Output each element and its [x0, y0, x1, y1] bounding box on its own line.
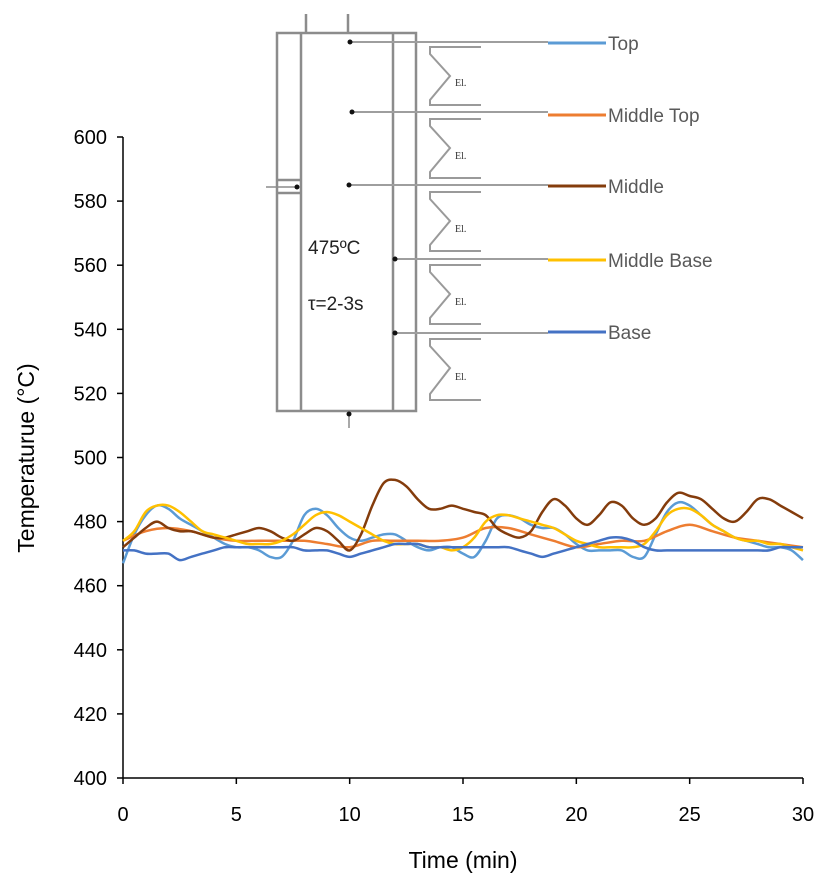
x-tick-label-15: 15 — [452, 804, 474, 826]
sensor-points — [294, 39, 398, 417]
axes: 400 420 440 460 480 500 520 540 560 580 600 0 5 10 15… — [13, 127, 814, 873]
y-tick-label-540: 540 — [74, 319, 107, 341]
element-label-1: El. — [455, 78, 466, 89]
legend-label-middle: Middle — [608, 177, 664, 198]
legend-label-base: Base — [608, 323, 651, 344]
heating-elements — [429, 46, 481, 401]
sensor-lines — [349, 41, 548, 334]
y-tick-label-520: 520 — [74, 383, 107, 405]
element-label-5: El. — [455, 372, 466, 383]
y-tick-label-440: 440 — [74, 640, 107, 662]
y-tick-label-400: 400 — [74, 768, 107, 790]
series-line-top — [121, 500, 804, 564]
heating-element-2 — [429, 118, 481, 179]
sensor-point-middle-top — [349, 109, 355, 115]
element-label-2: El. — [455, 151, 466, 162]
x-tick-label-25: 25 — [679, 804, 701, 826]
sensor-point-side — [294, 184, 300, 190]
y-axis-title: Temperaturue (°C) — [13, 363, 39, 552]
x-tick-label-20: 20 — [565, 804, 587, 826]
legend-label-middle-base: Middle Base — [608, 251, 713, 272]
series-lines — [121, 478, 804, 564]
x-tick-label-30: 30 — [792, 804, 814, 826]
y-tick-label-480: 480 — [74, 512, 107, 534]
legend-label-middle-top: Middle Top — [608, 106, 700, 127]
series-line-base — [122, 535, 804, 562]
sensor-point-bottom — [346, 411, 352, 417]
sensor-point-top — [347, 39, 353, 45]
x-axis-title: Time (min) — [408, 847, 517, 873]
heating-element-1 — [429, 46, 481, 106]
reactor-diagram: El. El. El. El. El. 475ºC τ=2-3s — [266, 14, 548, 428]
reactor-outer-wall — [275, 31, 418, 413]
reactor-temperature-label: 475ºC — [308, 238, 360, 259]
y-ticks: 400 420 440 460 480 500 520 540 560 580 600 — [74, 127, 123, 790]
y-tick-label-460: 460 — [74, 576, 107, 598]
y-tick-label-420: 420 — [74, 704, 107, 726]
y-tick-label-560: 560 — [74, 255, 107, 277]
heating-element-5 — [429, 338, 481, 401]
x-tick-label-5: 5 — [231, 804, 242, 826]
sensor-point-middle — [346, 182, 352, 188]
legend: Top Middle Top Middle Middle Base Base — [548, 34, 713, 344]
x-tick-label-0: 0 — [117, 804, 128, 826]
y-tick-label-500: 500 — [74, 448, 107, 470]
legend-label-top: Top — [608, 34, 639, 55]
sensor-point-base — [392, 330, 398, 336]
y-tick-label-580: 580 — [74, 191, 107, 213]
x-ticks: 0 5 10 15 20 25 30 — [117, 778, 814, 826]
y-tick-label-600: 600 — [74, 127, 107, 149]
element-label-4: El. — [455, 297, 466, 308]
heating-element-4 — [429, 264, 481, 325]
heating-element-3 — [429, 191, 481, 252]
residence-time-label: τ=2-3s — [308, 294, 364, 315]
series-line-middle — [122, 478, 804, 552]
x-tick-label-10: 10 — [339, 804, 361, 826]
sensor-point-middle-base — [392, 256, 398, 262]
element-label-3: El. — [455, 224, 466, 235]
element-labels: El. El. El. El. El. — [455, 78, 466, 383]
